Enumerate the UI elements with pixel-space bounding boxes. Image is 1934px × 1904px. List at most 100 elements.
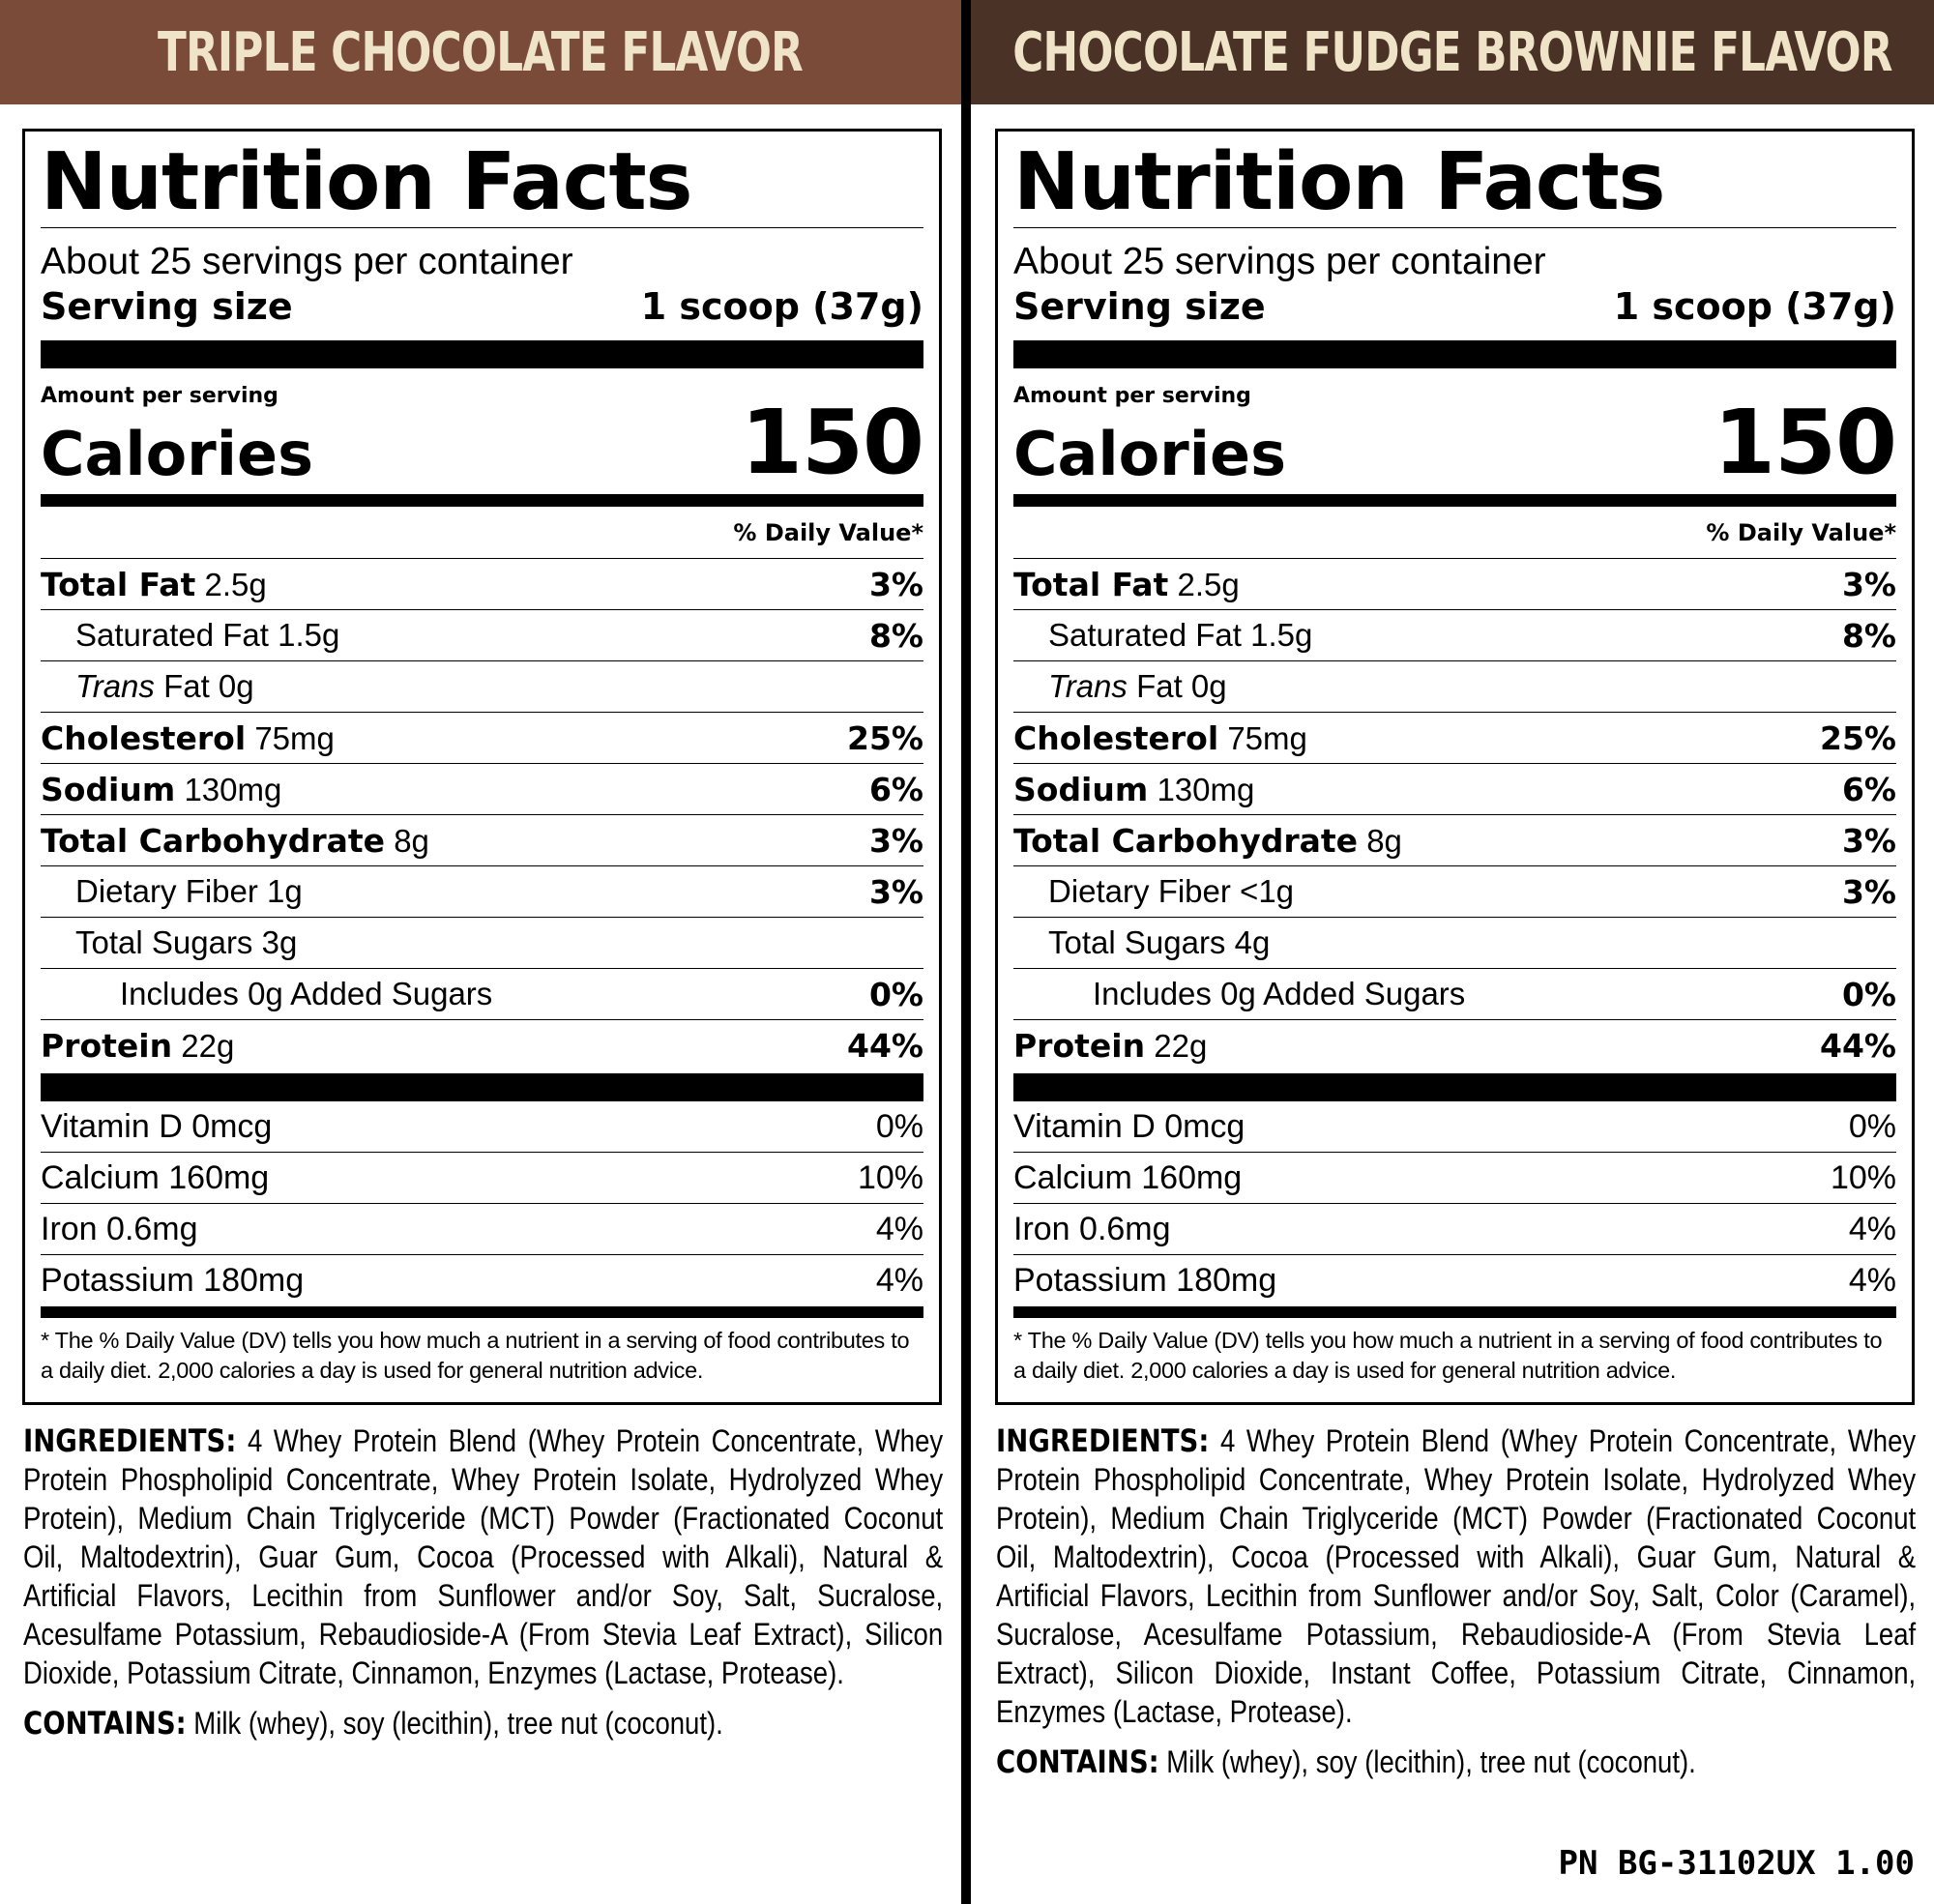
nutrient-name: Total Sugars 4g — [1048, 924, 1271, 960]
vitamin-dv: 0% — [1848, 1107, 1896, 1145]
medium-rule — [1013, 494, 1896, 507]
nutrient-row-sodium: Sodium 130mg 6% — [1013, 764, 1896, 815]
contains-text: Milk (whey), soy (lecithin), tree nut (c… — [193, 1706, 723, 1741]
amount-per-serving: Amount per serving — [1013, 384, 1251, 408]
vitamin-row-vitamin-d: Vitamin D 0mcg 0% — [1013, 1101, 1896, 1153]
nutrient-row-total-sugars: Total Sugars 4g — [1013, 918, 1896, 969]
nutrient-name: Cholesterol — [1013, 718, 1219, 757]
part-number: PN BG-31102UX 1.00 — [1558, 1844, 1915, 1883]
vitamin-dv: 10% — [857, 1158, 923, 1196]
nutrient-row-protein: Protein 22g 44% — [41, 1020, 923, 1071]
nutrient-row-saturated-fat: Saturated Fat 1.5g 8% — [1013, 610, 1896, 661]
daily-value-header: % Daily Value* — [41, 507, 923, 559]
vitamin-dv: 0% — [875, 1107, 923, 1145]
nutrient-amount: 130mg — [1157, 771, 1255, 807]
nutrient-name: Total Fat — [41, 565, 196, 603]
nutrient-dv: 3% — [1841, 565, 1896, 603]
vitamin-dv: 4% — [875, 1262, 923, 1299]
nutrient-row-cholesterol: Cholesterol 75mg 25% — [41, 713, 923, 764]
nutrient-row-added-sugars: Includes 0g Added Sugars 0% — [41, 969, 923, 1020]
vitamin-name: Calcium 160mg — [41, 1158, 270, 1196]
servings-per-container: About 25 servings per container — [41, 241, 573, 282]
flavor-banner: TRIPLE CHOCOLATE FLAVOR — [0, 0, 961, 104]
nutrient-name: Dietary Fiber <1g — [1048, 873, 1295, 909]
nutrition-facts-heading: Nutrition Facts — [1013, 135, 1896, 228]
nutrient-amount: 8g — [1366, 822, 1402, 859]
nutrient-name: Saturated Fat 1.5g — [75, 617, 340, 653]
nutrient-name: Protein — [1013, 1027, 1146, 1065]
nutrient-name: Total Carbohydrate — [41, 821, 386, 860]
vitamin-row-calcium: Calcium 160mg 10% — [1013, 1153, 1896, 1204]
daily-value-header: % Daily Value* — [1013, 507, 1896, 559]
vitamin-row-calcium: Calcium 160mg 10% — [41, 1153, 923, 1204]
nutrient-row-dietary-fiber: Dietary Fiber 1g 3% — [41, 866, 923, 918]
ingredients-label: INGREDIENTS: — [23, 1422, 237, 1459]
vitamin-name: Potassium 180mg — [1013, 1262, 1277, 1299]
nutrient-row-total-carbohydrate: Total Carbohydrate 8g 3% — [41, 815, 923, 866]
nutrient-dv: 3% — [1841, 872, 1896, 911]
nutrient-name: Sodium — [1013, 770, 1149, 808]
nutrient-name: Trans — [75, 668, 155, 704]
nutrient-dv: 25% — [1820, 718, 1896, 757]
nutrient-row-sodium: Sodium 130mg 6% — [41, 764, 923, 815]
nutrient-amount: 8g — [394, 822, 429, 859]
nutrient-dv: 3% — [868, 565, 923, 603]
nutrient-dv: 3% — [868, 821, 923, 860]
nutrient-name: Dietary Fiber 1g — [75, 873, 303, 909]
nutrient-dv: 6% — [868, 770, 923, 808]
nutrient-name: Cholesterol — [41, 718, 247, 757]
calories-label: Calories — [1013, 419, 1286, 489]
ingredients-paragraph: INGREDIENTS: 4 Whey Protein Blend (Whey … — [996, 1421, 1916, 1731]
nutrient-amount: 75mg — [1227, 719, 1307, 756]
calories-row: Calories 150 — [41, 397, 924, 488]
serving-size-label: Serving size — [41, 285, 293, 328]
flavor-title: CHOCOLATE FUDGE BROWNIE FLAVOR — [1012, 20, 1892, 84]
vitamin-name: Vitamin D 0mcg — [1013, 1107, 1245, 1145]
flavor-banner: CHOCOLATE FUDGE BROWNIE FLAVOR — [971, 0, 1934, 104]
vitamin-row-vitamin-d: Vitamin D 0mcg 0% — [41, 1101, 923, 1153]
nutrient-dv: 8% — [868, 616, 923, 655]
nutrient-row-total-fat: Total Fat 2.5g 3% — [1013, 559, 1896, 610]
vitamin-name: Calcium 160mg — [1013, 1158, 1243, 1196]
nutrient-row-total-carbohydrate: Total Carbohydrate 8g 3% — [1013, 815, 1896, 866]
nutrient-dv: 3% — [868, 872, 923, 911]
nutrient-amount: Fat 0g — [163, 668, 254, 704]
calories-row: Calories 150 — [1013, 397, 1897, 489]
vitamin-dv: 4% — [1848, 1210, 1896, 1247]
nutrient-name: Includes 0g Added Sugars — [1093, 976, 1466, 1011]
nutrient-name: Sodium — [41, 770, 176, 808]
nutrient-dv: 25% — [847, 718, 923, 757]
nutrient-name: Total Carbohydrate — [1013, 821, 1359, 860]
nutrient-row-dietary-fiber: Dietary Fiber <1g 3% — [1013, 866, 1896, 918]
nutrient-row-total-fat: Total Fat 2.5g 3% — [41, 559, 923, 610]
contains-text: Milk (whey), soy (lecithin), tree nut (c… — [1166, 1744, 1696, 1779]
nutrient-amount: Fat 0g — [1136, 668, 1227, 704]
ingredients-label: INGREDIENTS: — [996, 1422, 1210, 1459]
vitamin-name: Iron 0.6mg — [41, 1210, 198, 1247]
nutrient-row-cholesterol: Cholesterol 75mg 25% — [1013, 713, 1896, 764]
nutrient-row-trans-fat: Trans Fat 0g — [1013, 661, 1896, 713]
nutrient-name: Includes 0g Added Sugars — [120, 976, 493, 1011]
contains-paragraph: CONTAINS: Milk (whey), soy (lecithin), t… — [996, 1743, 1916, 1781]
vitamin-dv: 4% — [875, 1210, 923, 1247]
nutrient-row-saturated-fat: Saturated Fat 1.5g 8% — [41, 610, 923, 661]
vitamin-name: Iron 0.6mg — [1013, 1210, 1171, 1247]
nutrient-amount: 75mg — [254, 719, 335, 756]
serving-size-value: 1 scoop (37g) — [1613, 285, 1896, 328]
nutrient-row-protein: Protein 22g 44% — [1013, 1020, 1896, 1071]
nutrient-amount: 130mg — [184, 771, 282, 807]
thick-rule — [41, 340, 923, 368]
serving-size-row: Serving size 1 scoop (37g) — [1013, 284, 1896, 333]
center-divider — [961, 0, 971, 1904]
ingredients-text: 4 Whey Protein Blend (Whey Protein Conce… — [996, 1423, 1917, 1729]
nutrient-name: Total Fat — [1013, 565, 1169, 603]
contains-label: CONTAINS: — [23, 1705, 187, 1742]
ingredients-text: 4 Whey Protein Blend (Whey Protein Conce… — [23, 1423, 944, 1690]
vitamin-dv: 4% — [1848, 1262, 1896, 1299]
nutrient-amount: 22g — [181, 1028, 235, 1064]
calories-value: 150 — [1713, 391, 1897, 494]
ingredients-block: INGREDIENTS: 4 Whey Protein Blend (Whey … — [996, 1421, 1916, 1781]
nutrient-dv: 0% — [868, 975, 923, 1013]
vitamin-name: Vitamin D 0mcg — [41, 1107, 273, 1145]
servings-per-container: About 25 servings per container — [1013, 241, 1546, 282]
